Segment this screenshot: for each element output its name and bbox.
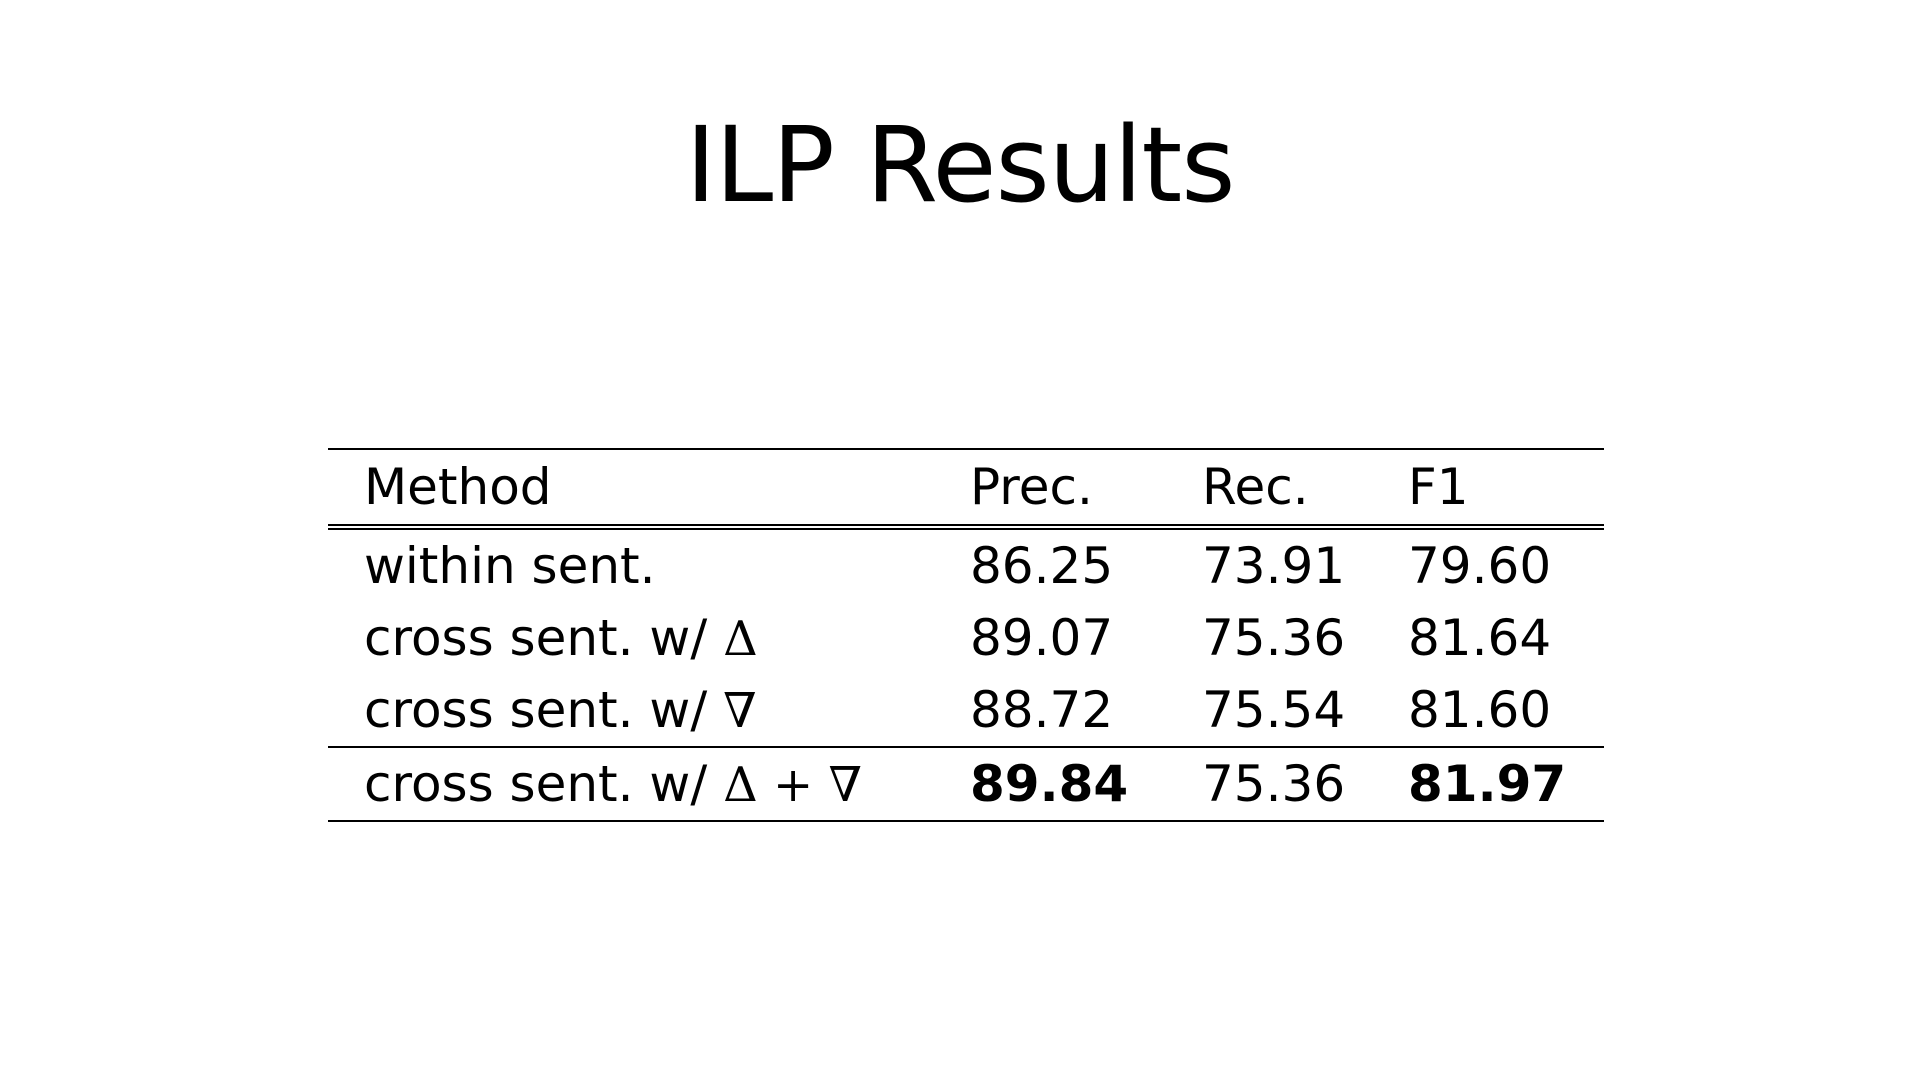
method-text: cross sent. w/ xyxy=(364,609,708,667)
method-text: within sent. xyxy=(364,537,656,595)
header-method: Method xyxy=(364,458,552,516)
recall-cell: 73.91 xyxy=(1202,537,1346,595)
method-cell: cross sent. w/ ∇ xyxy=(328,674,970,747)
method-text: cross sent. w/ xyxy=(364,681,708,739)
f1-cell: 81.64 xyxy=(1408,609,1552,667)
precision-cell: 88.72 xyxy=(970,681,1114,739)
results-table: Method Prec. Rec. F1 within sent. 86.25 … xyxy=(328,448,1604,822)
recall-cell: 75.36 xyxy=(1202,755,1346,813)
table-header-row: Method Prec. Rec. F1 xyxy=(328,449,1604,527)
table-row: cross sent. w/ ∇ 88.72 75.54 81.60 xyxy=(328,674,1604,747)
method-cell: cross sent. w/ Δ + ∇ xyxy=(328,747,970,821)
f1-cell: 79.60 xyxy=(1408,537,1552,595)
method-cell: within sent. xyxy=(328,527,970,602)
header-f1: F1 xyxy=(1408,458,1469,516)
f1-cell: 81.60 xyxy=(1408,681,1552,739)
recall-cell: 75.36 xyxy=(1202,609,1346,667)
delta-symbol: Δ xyxy=(723,611,758,667)
recall-cell: 75.54 xyxy=(1202,681,1346,739)
f1-cell-best: 81.97 xyxy=(1408,755,1567,813)
delta-plus-nabla-symbol: Δ + ∇ xyxy=(723,757,862,813)
header-recall: Rec. xyxy=(1202,458,1309,516)
table-row: within sent. 86.25 73.91 79.60 xyxy=(328,527,1604,602)
table-row-best: cross sent. w/ Δ + ∇ 89.84 75.36 81.97 xyxy=(328,747,1604,821)
method-text: cross sent. w/ xyxy=(364,755,708,813)
precision-cell: 86.25 xyxy=(970,537,1114,595)
header-precision: Prec. xyxy=(970,458,1093,516)
slide-title: ILP Results xyxy=(685,104,1236,226)
table-row: cross sent. w/ Δ 89.07 75.36 81.64 xyxy=(328,602,1604,674)
nabla-symbol: ∇ xyxy=(723,683,757,739)
method-cell: cross sent. w/ Δ xyxy=(328,602,970,674)
precision-cell: 89.07 xyxy=(970,609,1114,667)
precision-cell-best: 89.84 xyxy=(970,755,1129,813)
